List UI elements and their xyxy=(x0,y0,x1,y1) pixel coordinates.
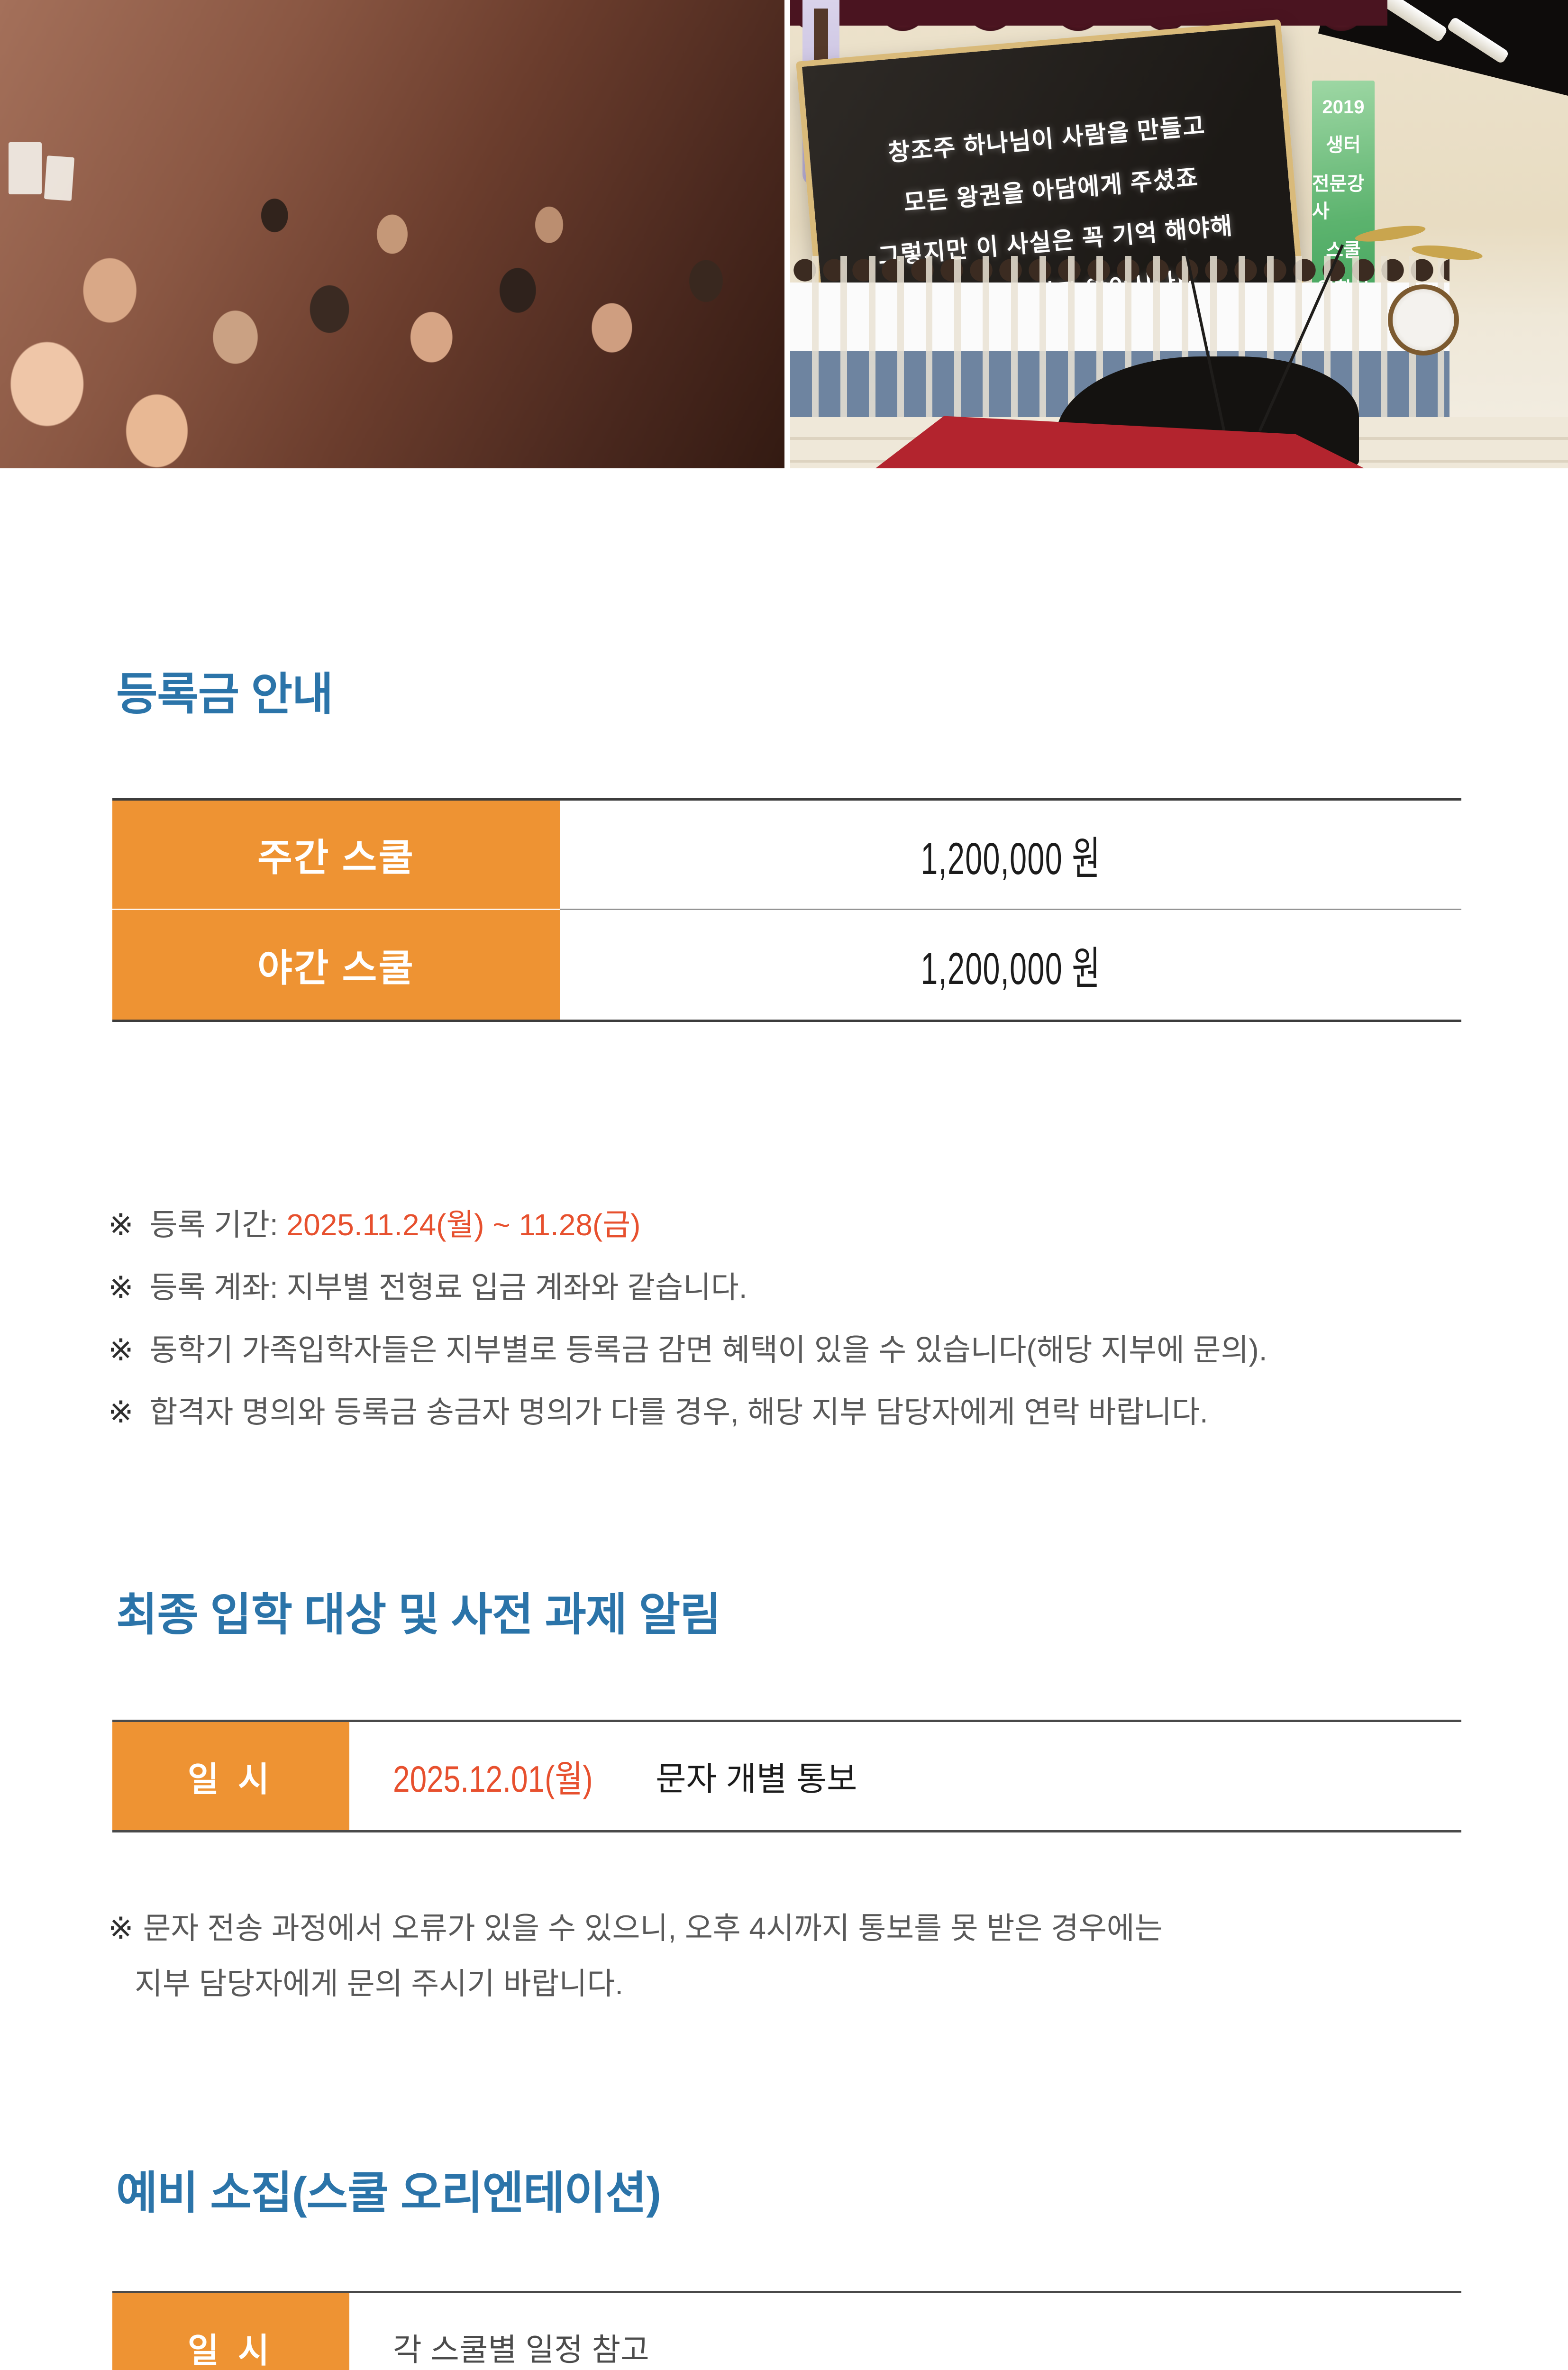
photo-strip: 창조주 하나님이 사람을 만들고 모든 왕권을 아담에게 주셨죠 그렇지만 이 … xyxy=(0,0,1568,468)
wall-paper-sheet xyxy=(9,142,42,194)
tuition-amount: 1,200,000 원 xyxy=(921,833,1101,884)
final-notice-method: 문자 개별 통보 xyxy=(656,1760,857,1797)
banner-line: 2019 xyxy=(1322,97,1365,118)
note-line: ※ 등록 계좌: 지부별 전형료 입금 계좌와 같습니다. xyxy=(108,1270,1267,1304)
note-text: 등록 기간: xyxy=(149,1208,287,1242)
tuition-row-value: 1,200,000 원 xyxy=(560,910,1461,1020)
tuition-row-value: 1,200,000 원 xyxy=(560,801,1461,910)
table-row: 주간 스쿨 1,200,000 원 xyxy=(112,801,1461,910)
orientation-row-value: 각 스쿨별 일정 참고 xyxy=(349,2293,1461,2370)
note-text: 동학기 가족입학자들은 지부별로 등록금 감면 혜택이 있을 수 있습니다(해당… xyxy=(149,1332,1267,1367)
orientation-row-label: 일 시 xyxy=(112,2293,349,2370)
final-notice-date: 2025.12.01(월) xyxy=(393,1758,593,1800)
orientation-table: 일 시 각 스쿨별 일정 참고 xyxy=(112,2291,1461,2370)
table-row: 야간 스쿨 1,200,000 원 xyxy=(112,910,1461,1020)
final-notice-table: 일 시 2025.12.01(월) 문자 개별 통보 xyxy=(112,1720,1461,1832)
tuition-row-label: 야간 스쿨 xyxy=(112,910,560,1020)
reference-mark-icon: ※ xyxy=(108,1208,134,1242)
note-line: ※ 문자 전송 과정에서 오류가 있을 수 있으니, 오후 4시까지 통보를 못 … xyxy=(108,1911,1163,1945)
note-text: 지부 담당자에게 문의 주시기 바랍니다. xyxy=(135,1966,623,2001)
tuition-section-title: 등록금 안내 xyxy=(116,669,333,720)
wall-paper-sheet xyxy=(44,155,75,201)
choir-stage-photo: 창조주 하나님이 사람을 만들고 모든 왕권을 아담에게 주셨죠 그렇지만 이 … xyxy=(790,0,1568,468)
note-text: 등록 계좌: 지부별 전형료 입금 계좌와 같습니다. xyxy=(149,1270,748,1304)
orientation-section-title: 예비 소집(스쿨 오리엔테이션) xyxy=(116,2168,661,2218)
tuition-amount: 1,200,000 원 xyxy=(921,944,1101,994)
reference-mark-icon: ※ xyxy=(108,1332,134,1367)
note-highlight: 2025.11.24(월) ~ 11.28(금) xyxy=(286,1208,641,1242)
note-line: 지부 담당자에게 문의 주시기 바랍니다. xyxy=(108,1968,1163,2000)
final-notice-row-value: 2025.12.01(월) 문자 개별 통보 xyxy=(349,1722,1461,1830)
note-line: ※ 동학기 가족입학자들은 지부별로 등록금 감면 혜택이 있을 수 있습니다(해… xyxy=(108,1334,1267,1367)
final-notice-row-label: 일 시 xyxy=(112,1722,349,1830)
tuition-table: 주간 스쿨 1,200,000 원 야간 스쿨 1,200,000 원 xyxy=(112,798,1461,1022)
banner-line: 전문강사 xyxy=(1312,173,1365,222)
tuition-row-label: 주간 스쿨 xyxy=(112,801,560,910)
reference-mark-icon: ※ xyxy=(108,1395,134,1430)
note-text: 합격자 명의와 등록금 송금자 명의가 다를 경우, 해당 지부 담당자에게 연… xyxy=(149,1395,1208,1430)
bass-drum xyxy=(1388,284,1459,356)
note-text: 문자 전송 과정에서 오류가 있을 수 있으니, 오후 4시까지 통보를 못 받… xyxy=(143,1911,1163,1945)
final-notice-notes: ※ 문자 전송 과정에서 오류가 있을 수 있으니, 오후 4시까지 통보를 못 … xyxy=(108,1911,1163,2000)
tuition-notes: ※ 등록 기간: 2025.11.24(월) ~ 11.28(금) ※ 등록 계좌:… xyxy=(108,1209,1267,1429)
final-notice-section-title: 최종 입학 대상 및 사전 과제 알림 xyxy=(116,1590,721,1640)
congregation-worship-photo xyxy=(0,0,784,468)
banner-line: 생터 xyxy=(1326,135,1361,155)
note-line: ※ 합격자 명의와 등록금 송금자 명의가 다를 경우, 해당 지부 담당자에게 … xyxy=(108,1396,1267,1429)
orientation-schedule: 각 스쿨별 일정 참고 xyxy=(393,2332,649,2367)
reference-mark-icon: ※ xyxy=(108,1911,134,1945)
reference-mark-icon: ※ xyxy=(108,1270,134,1304)
note-line: ※ 등록 기간: 2025.11.24(월) ~ 11.28(금) xyxy=(108,1209,1267,1241)
